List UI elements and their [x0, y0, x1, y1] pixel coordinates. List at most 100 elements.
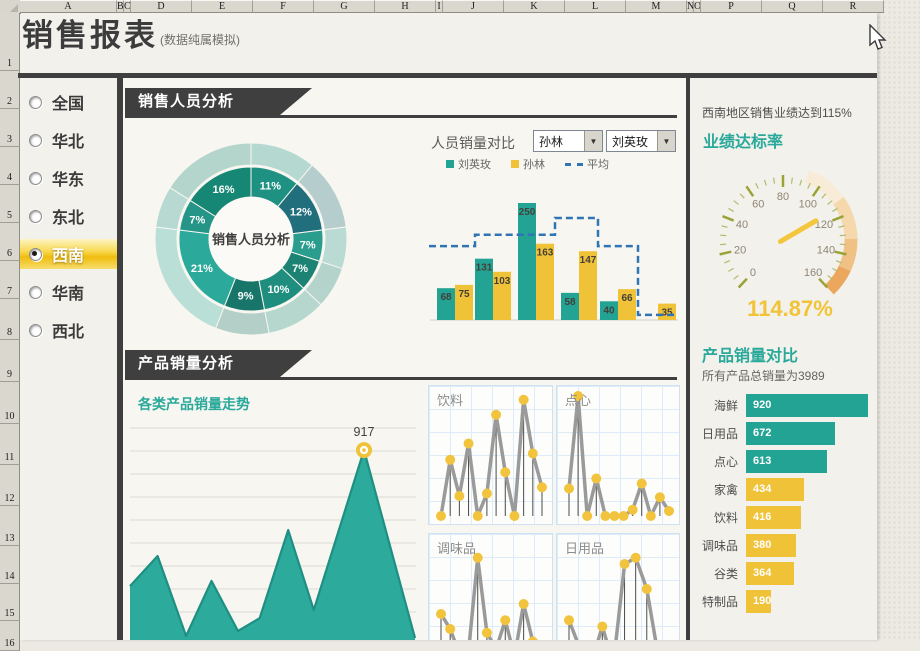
region-label: 华南: [52, 280, 84, 304]
row-header-cell[interactable]: 1: [0, 13, 20, 71]
svg-text:140: 140: [817, 245, 835, 257]
person-chart-legend: 刘英玫 孙林 平均: [446, 156, 609, 172]
section-banner-person: 销售人员分析: [125, 88, 312, 115]
row-header-cell[interactable]: 7: [0, 261, 20, 299]
region-radio-item[interactable]: 东北: [20, 201, 117, 231]
product-bar-row: 谷类 364: [694, 562, 873, 585]
region-label: 华北: [52, 128, 84, 152]
person-select-1[interactable]: 孙林 ▼: [533, 130, 603, 152]
mini-chart[interactable]: 日用品: [556, 533, 680, 640]
column-header-cell[interactable]: L: [565, 0, 626, 13]
sheet-background: [877, 0, 920, 640]
svg-text:9%: 9%: [238, 291, 254, 303]
radio-icon[interactable]: [29, 96, 42, 109]
product-bar[interactable]: 416: [746, 506, 801, 529]
row-header-cell[interactable]: 15: [0, 584, 20, 621]
column-header-cell[interactable]: J: [443, 0, 504, 13]
row-header-cell[interactable]: 4: [0, 147, 20, 185]
svg-text:35: 35: [661, 308, 673, 319]
mini-chart[interactable]: 饮料: [428, 385, 553, 525]
row-header-cell[interactable]: 16: [0, 621, 20, 651]
region-selector: 全国华北华东东北西南华南西北: [20, 78, 117, 640]
radio-icon[interactable]: [29, 248, 42, 261]
product-bar[interactable]: 190: [746, 590, 771, 613]
product-bar[interactable]: 613: [746, 450, 827, 473]
svg-text:147: 147: [580, 255, 597, 266]
row-header-cell[interactable]: 14: [0, 546, 20, 584]
row-header-cell[interactable]: 5: [0, 185, 20, 223]
region-radio-item[interactable]: 西南: [20, 239, 117, 269]
radio-icon[interactable]: [29, 134, 42, 147]
row-header-cell[interactable]: 2: [0, 71, 20, 109]
svg-text:销售人员分析: 销售人员分析: [212, 232, 290, 247]
select-all-corner[interactable]: [0, 0, 21, 14]
region-label: 西南: [52, 242, 84, 266]
product-bar[interactable]: 672: [746, 422, 835, 445]
row-header-cell[interactable]: 12: [0, 465, 20, 506]
mini-chart[interactable]: 调味品: [428, 533, 553, 640]
product-trend-area-chart[interactable]: 917: [126, 418, 420, 640]
svg-text:20: 20: [734, 245, 746, 257]
radio-icon[interactable]: [29, 210, 42, 223]
region-radio-item[interactable]: 全国: [20, 87, 117, 117]
column-header-cell[interactable]: P: [701, 0, 762, 13]
product-bar[interactable]: 364: [746, 562, 794, 585]
column-header-cell[interactable]: M: [626, 0, 687, 13]
row-header-cell[interactable]: 13: [0, 506, 20, 546]
column-header-cell[interactable]: Q: [762, 0, 823, 13]
mini-chart[interactable]: 点心: [556, 385, 680, 525]
product-bar[interactable]: 920: [746, 394, 868, 417]
section-underline: [125, 377, 677, 380]
svg-text:12%: 12%: [290, 207, 312, 219]
product-compare-title: 产品销量对比: [702, 342, 798, 366]
column-header-cell[interactable]: H: [375, 0, 436, 13]
column-header-cell[interactable]: I: [436, 0, 443, 13]
row-header-cell[interactable]: 10: [0, 382, 20, 424]
radio-icon[interactable]: [29, 172, 42, 185]
row-header-cell[interactable]: 11: [0, 424, 20, 465]
region-label: 西北: [52, 318, 84, 342]
column-header-cell[interactable]: G: [314, 0, 375, 13]
row-header-cell[interactable]: 9: [0, 340, 20, 382]
yellow-swatch-icon: [511, 160, 519, 168]
row-header-cell[interactable]: 8: [0, 299, 20, 340]
product-bar[interactable]: 380: [746, 534, 796, 557]
region-radio-item[interactable]: 华东: [20, 163, 117, 193]
chevron-down-icon[interactable]: ▼: [584, 131, 602, 151]
radio-icon[interactable]: [29, 324, 42, 337]
person-share-donut-chart[interactable]: 11%12%7%7%10%9%21%7%16%销售人员分析: [150, 138, 352, 340]
column-header-cell[interactable]: E: [192, 0, 253, 13]
product-compare-subtitle: 所有产品总销量为3989: [702, 367, 825, 384]
column-header-cell[interactable]: R: [823, 0, 884, 13]
column-header-cell[interactable]: F: [253, 0, 314, 13]
row-header-cell[interactable]: 6: [0, 223, 20, 261]
region-radio-item[interactable]: 华北: [20, 125, 117, 155]
chevron-down-icon[interactable]: ▼: [657, 131, 675, 151]
person-select-2[interactable]: 刘英玫 ▼: [606, 130, 676, 152]
radio-icon[interactable]: [29, 286, 42, 299]
row-header-cell[interactable]: 3: [0, 109, 20, 147]
mini-chart-title: 饮料: [437, 390, 463, 409]
svg-text:114.87%: 114.87%: [747, 296, 833, 321]
product-label: 调味品: [694, 537, 738, 554]
svg-text:21%: 21%: [191, 263, 213, 275]
svg-text:75: 75: [458, 289, 470, 300]
svg-text:40: 40: [736, 219, 748, 231]
column-header-cell[interactable]: K: [504, 0, 565, 13]
svg-text:40: 40: [603, 305, 615, 316]
region-radio-item[interactable]: 西北: [20, 315, 117, 345]
svg-text:160: 160: [804, 267, 822, 279]
region-radio-item[interactable]: 华南: [20, 277, 117, 307]
product-label: 点心: [694, 453, 738, 470]
product-label: 谷类: [694, 565, 738, 582]
column-header-cell[interactable]: N: [687, 0, 694, 13]
column-header-cell[interactable]: O: [694, 0, 701, 13]
mini-chart-title: 日用品: [565, 538, 604, 557]
product-bar[interactable]: 434: [746, 478, 804, 501]
